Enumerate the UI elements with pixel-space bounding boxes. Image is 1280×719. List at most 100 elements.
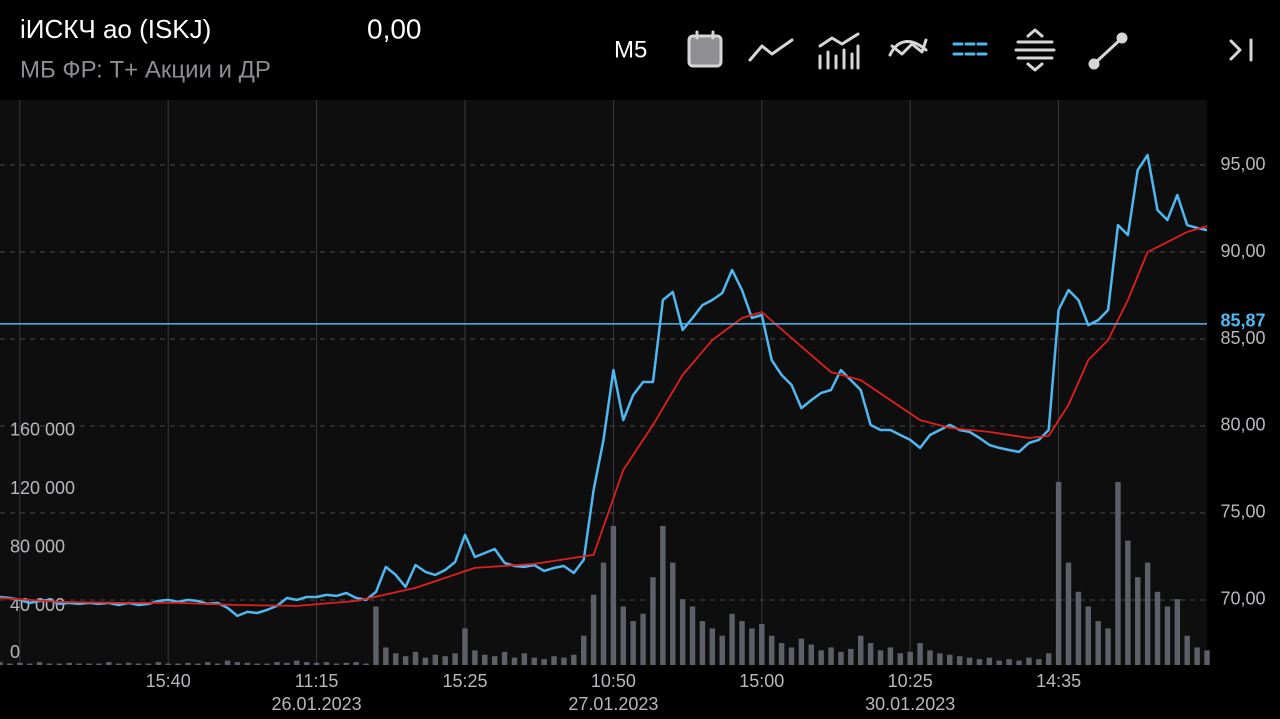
volume-bar [195,663,201,665]
volume-bar [145,663,152,665]
y-tick-label: 80,00 [1220,415,1265,435]
volume-bar [284,662,290,665]
volume-tick-label: 120 000 [10,478,75,498]
volume-bar [660,525,666,665]
volume-bar [838,651,844,665]
volume-bar [205,662,211,665]
volume-bar [917,643,923,665]
x-tick-label: 10:50 [591,671,636,691]
volume-bar [976,659,983,665]
volume-tick-label: 80 000 [10,537,65,557]
volume-bar [373,606,379,665]
volume-bar [432,654,439,665]
volume-bar [759,624,765,665]
volume-bar [294,660,300,665]
volume-bar [521,653,528,665]
timeframe-button[interactable]: M5 [614,36,647,63]
y-tick-label: 85,00 [1220,328,1265,348]
volume-bar [551,656,557,665]
volume-bar [571,654,577,665]
volume-bar [620,606,627,665]
line-chart-button[interactable] [748,38,794,62]
volume-bar [1164,606,1171,665]
volume-bar [46,663,53,665]
volume-bar [343,662,349,665]
volume-bar [1184,635,1190,665]
indicators-button[interactable] [888,38,928,57]
volume-bar [1045,653,1052,665]
volume-bar [828,647,834,665]
volume-bar [709,628,716,665]
volume-bar [125,662,132,665]
volume-bar [76,663,82,665]
volume-bar [36,662,43,665]
x-tick-label: 14:35 [1036,671,1081,691]
levels-button[interactable] [952,42,992,56]
price-line [0,225,1208,607]
scroll-end-button[interactable] [1229,38,1253,62]
volume-bar [333,663,340,665]
scale-button[interactable] [1014,28,1056,72]
volume-bar [689,606,696,665]
volume-bar [462,628,468,665]
volume-bar [393,653,399,665]
toolbar [0,0,1280,100]
volume-bar [1204,650,1210,665]
market: МБ ФР: Т+ Акции и ДР [20,56,271,83]
volume-bar [1154,591,1161,665]
volume-bar [66,662,72,665]
volume-bar [887,647,894,665]
volume-bar [86,663,92,665]
volume-bar [986,657,993,665]
volume-bar [1125,540,1131,665]
x-date-label: 26.01.2023 [272,694,362,714]
volume-bar [234,662,241,665]
volume-bar [996,660,1002,665]
volume-bar [1144,562,1151,665]
volume-bar [501,651,508,665]
volume-bar [877,650,884,665]
volume-bar [561,657,567,665]
volume-bar [264,663,270,665]
volume-bar [1135,577,1141,665]
draw-button[interactable] [1088,32,1128,70]
x-date-label: 27.01.2023 [568,694,658,714]
volume-bar [670,562,676,665]
volume-bar [956,656,963,665]
volume-bar [1075,591,1082,665]
volume-bar [848,648,854,665]
volume-bar [17,662,23,665]
current-price-label: 85,87 [1220,311,1265,331]
volume-bar [26,663,33,665]
volume-bar [947,654,953,665]
y-tick-label: 75,00 [1220,502,1265,522]
volume-bar [482,654,488,665]
x-tick-label: 15:00 [739,671,784,691]
calendar-button[interactable] [687,30,723,68]
x-tick-label: 15:25 [442,671,487,691]
volume-bar [274,662,280,665]
volume-bar [729,613,735,665]
volume-bar [96,663,102,665]
volume-tick-label: 160 000 [10,420,75,440]
volume-bar [214,663,221,665]
volume-bar [1085,606,1091,665]
volume-chart-button[interactable] [818,32,860,70]
volume-bar [778,643,785,665]
volume-bar [590,594,597,665]
volume-bar [699,621,706,665]
volume-tick-label: 0 [10,642,20,662]
volume-bar [7,663,13,665]
change: 0,00 [367,13,422,44]
volume-bar [541,659,547,665]
y-tick-label: 95,00 [1220,154,1265,174]
volume-bar [808,644,814,665]
volume-bar [867,643,874,665]
volume-bar [402,656,409,665]
volume-bar [1095,621,1101,665]
volume-bar [531,657,537,665]
volume-bar [798,638,805,665]
volume-bar [254,663,260,665]
volume-bar [313,662,320,665]
